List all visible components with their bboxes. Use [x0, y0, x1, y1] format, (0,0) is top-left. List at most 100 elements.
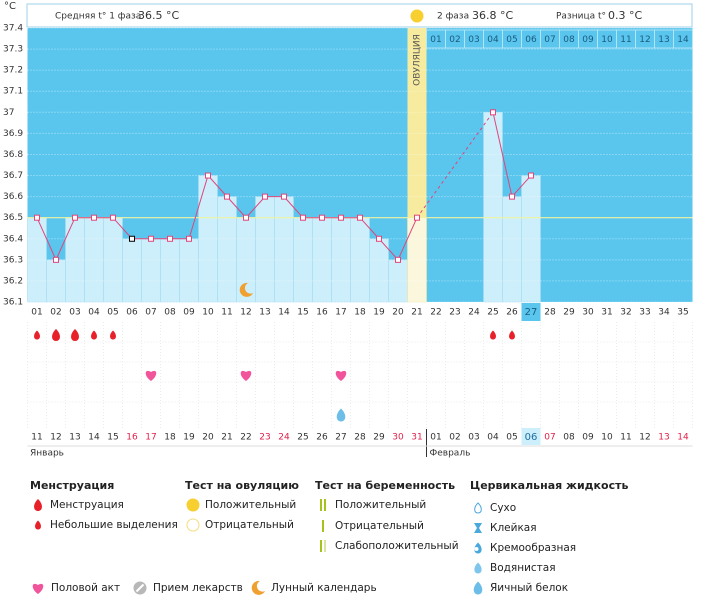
date-label: 11	[620, 433, 631, 443]
cycle-day-label: 15	[297, 308, 308, 318]
date-label: 22	[240, 433, 251, 443]
y-tick-label: 36.1	[3, 298, 23, 308]
phase2-day-label: 10	[601, 35, 613, 45]
temperature-marker	[110, 214, 116, 221]
cycle-day-label: 08	[164, 308, 176, 318]
pregnancy-weak-icon	[320, 540, 322, 552]
y-tick-label: 36.3	[3, 255, 23, 265]
spotting-icon	[34, 330, 40, 340]
temperature-marker	[243, 214, 249, 221]
pregnancy-positive-icon	[320, 499, 322, 511]
date-label: 31	[411, 433, 422, 443]
date-label: 16	[126, 433, 138, 443]
cycle-day-label: 03	[69, 308, 80, 318]
temperature-bar	[179, 238, 199, 303]
cycle-day-label: 30	[582, 308, 594, 318]
cycle-day-label: 11	[221, 308, 232, 318]
legend-item: Кремообразная	[490, 542, 576, 554]
header-box	[26, 3, 693, 28]
legend-item: Сухо	[490, 502, 516, 514]
date-label: 04	[487, 433, 499, 443]
cycle-day-label: 29	[563, 308, 575, 318]
phase2-day-label: 11	[620, 35, 631, 45]
cycle-day-label: 35	[677, 308, 688, 318]
temperature-marker	[34, 214, 40, 221]
cycle-day-label: 22	[430, 308, 441, 318]
y-tick-label: 36.7	[3, 171, 23, 181]
legend-item: Лунный календарь	[271, 582, 377, 594]
phase2-day-label: 04	[487, 35, 499, 45]
cycle-day-label: 19	[373, 308, 385, 318]
cycle-day-label: 07	[145, 308, 156, 318]
phase2-day-label: 05	[506, 35, 517, 45]
cycle-day-label: 23	[449, 308, 460, 318]
cycle-day-label: 32	[620, 308, 631, 318]
date-label: 17	[145, 433, 156, 443]
legend-title: Цервикальная жидкость	[470, 479, 628, 492]
legend-item: Клейкая	[490, 522, 537, 534]
date-label: 05	[506, 433, 517, 443]
cycle-day-label: 24	[468, 308, 480, 318]
phase2-day-label: 01	[430, 35, 441, 45]
gap-connector	[416, 112, 494, 218]
y-tick-label: 36.2	[3, 276, 23, 286]
temperature-marker	[414, 214, 420, 221]
temperature-marker	[53, 256, 59, 263]
temperature-bar	[274, 196, 294, 303]
temperature-marker	[528, 172, 534, 179]
temperature-bar	[369, 238, 389, 303]
cycle-day-label: 04	[88, 308, 100, 318]
temperature-marker	[129, 235, 135, 242]
y-tick-label: 37.1	[3, 87, 23, 97]
date-label: 11	[31, 433, 42, 443]
pregnancy-positive-icon	[324, 499, 326, 511]
phase2-day-label: 13	[658, 35, 669, 45]
y-tick-label: 36.4	[3, 234, 23, 244]
legend-title: Тест на беременность	[315, 479, 455, 492]
phase2-temp: 36.8 °C	[472, 9, 513, 22]
cycle-day-label: 33	[639, 308, 650, 318]
phase1-label: Средняя t° 1 фаза	[55, 12, 141, 22]
legend-item: Яичный белок	[490, 582, 568, 594]
spotting-icon	[110, 330, 116, 340]
temperature-marker	[167, 235, 173, 242]
date-label: 23	[259, 433, 270, 443]
legend-item: Менструация	[50, 499, 124, 511]
temperature-marker	[91, 214, 97, 221]
cycle-day-label: 31	[601, 308, 612, 318]
menstruation-icon	[71, 329, 79, 341]
date-label: 01	[430, 433, 441, 443]
temperature-marker	[338, 214, 344, 221]
month-label: Январь	[30, 449, 64, 459]
temperature-marker	[300, 214, 306, 221]
menstruation-icon	[52, 329, 60, 341]
date-label: 27	[335, 433, 346, 443]
spotting-icon	[509, 330, 515, 340]
date-label: 30	[392, 433, 404, 443]
date-label: 02	[449, 433, 460, 443]
date-label: 25	[297, 433, 308, 443]
spotting-icon	[35, 520, 41, 530]
creamy-icon	[474, 547, 479, 551]
spotting-icon	[91, 330, 97, 340]
phase2-label: 2 фаза	[437, 12, 469, 22]
y-tick-label: 36.6	[3, 192, 23, 202]
phase2-day-label: 06	[525, 35, 537, 45]
temperature-bar	[255, 196, 275, 303]
phase1-temp: 36.5 °C	[138, 9, 179, 22]
ovulation-positive-icon	[410, 9, 424, 23]
temperature-marker	[72, 214, 78, 221]
y-tick-label: 37.3	[3, 45, 23, 55]
egg-white-icon	[336, 408, 346, 422]
temperature-marker	[205, 172, 211, 179]
date-label: 09	[582, 433, 594, 443]
pregnancy-weak-icon	[324, 540, 326, 552]
y-tick-label: 37	[3, 108, 14, 118]
temperature-marker	[509, 193, 515, 200]
temperature-bar	[217, 196, 237, 303]
y-tick-label: 37.2	[3, 66, 23, 76]
diff-value: 0.3 °C	[608, 9, 642, 22]
y-tick-label: 36.9	[3, 129, 23, 139]
date-label: 15	[107, 433, 118, 443]
y-tick-label: 36.8	[3, 150, 23, 160]
